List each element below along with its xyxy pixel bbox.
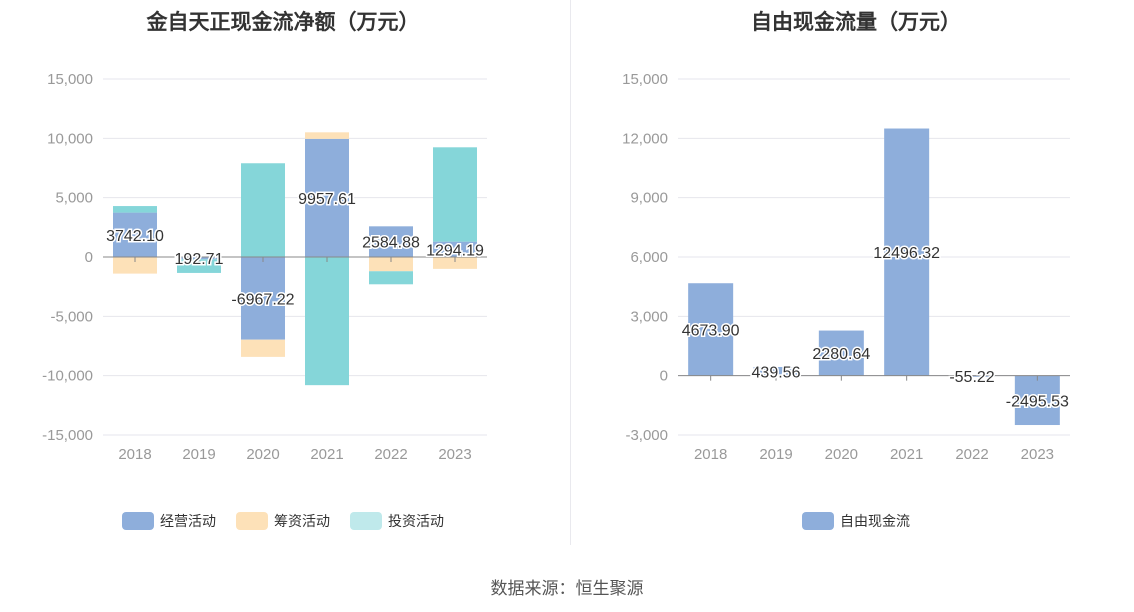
bar-自由现金流-2020 [818, 330, 864, 376]
legend-item-free-cash-flow[interactable]: 自由现金流 [802, 511, 910, 531]
data-label: -6967.22 [231, 291, 294, 308]
x-tick-label: 2023 [438, 446, 471, 463]
bar-经营活动-2020 [241, 257, 285, 340]
free-cash-flow-plot: 15,000 12,000 9,000 6,000 3,000 0 -3,000 2018 20… [622, 71, 1070, 463]
legend-swatch-financing [236, 512, 268, 530]
legend-label-financing: 筹资活动 [274, 514, 330, 530]
y-tick-label: -10,000 [42, 368, 93, 385]
x-tick-label: 2018 [118, 446, 151, 463]
x-tick-label: 2022 [955, 446, 988, 463]
y-tick-label: 3,000 [630, 308, 668, 325]
data-label: 9957.61 [298, 191, 356, 208]
x-tick-label: 2019 [182, 446, 215, 463]
data-source-note: 数据来源：恒生聚源 [490, 579, 644, 599]
legend-left: 经营活动 筹资活动 投资活动 [0, 511, 566, 531]
bar-投资活动-2020 [241, 163, 285, 257]
bar-经营活动-2021 [305, 138, 349, 257]
legend-swatch-investing [350, 512, 382, 530]
y-tick-label: -15,000 [42, 427, 93, 444]
bar-筹资活动-2021 [305, 132, 349, 139]
free-cash-flow-chart: 自由现金流量（万元） 15,000 12,000 9,000 6,000 3,000 0 -… [578, 0, 1134, 560]
bar-自由现金流-2018 [688, 283, 734, 376]
panel-divider [570, 0, 571, 545]
legend-item-financing[interactable]: 筹资活动 [236, 511, 330, 531]
data-label: 2280.64 [812, 346, 870, 363]
data-label: 3742.10 [106, 228, 164, 245]
bar-投资活动-2018 [113, 206, 157, 213]
cash-flow-net-plot: 15,000 10,000 5,000 0 -5,000 -10,000 -15,000 20… [42, 71, 487, 463]
bar-经营活动-2023 [433, 241, 477, 257]
data-label: 439.56 [752, 364, 801, 381]
x-tick-label: 2021 [890, 446, 923, 463]
x-tick-label: 2020 [246, 446, 279, 463]
bar-自由现金流-2019 [753, 366, 799, 376]
legend-label-operating: 经营活动 [160, 514, 216, 530]
bar-投资活动-2019 [177, 259, 221, 273]
data-label: 4673.90 [682, 322, 740, 339]
y-tick-label: 10,000 [47, 130, 93, 147]
y-tick-label: 9,000 [630, 190, 668, 207]
y-tick-label: 5,000 [55, 190, 93, 207]
bar-投资活动-2023 [433, 147, 477, 242]
bar-筹资活动-2023 [433, 257, 477, 269]
x-tick-label: 2022 [374, 446, 407, 463]
y-tick-label: -5,000 [50, 308, 93, 325]
data-label: -55.22 [949, 369, 994, 386]
data-label: 12496.32 [873, 245, 940, 262]
y-tick-label: 0 [85, 249, 93, 266]
x-tick-label: 2021 [310, 446, 343, 463]
x-tick-label: 2019 [759, 446, 792, 463]
data-label: 2584.88 [362, 235, 420, 252]
bar-自由现金流-2023 [1014, 375, 1060, 426]
bar-筹资活动-2018 [113, 257, 157, 274]
chart-title-right: 自由现金流量（万元） [751, 10, 961, 34]
bar-经营活动-2022 [369, 226, 413, 257]
bar-投资活动-2021 [305, 257, 349, 386]
legend-item-investing[interactable]: 投资活动 [350, 511, 444, 531]
x-tick-label: 2018 [694, 446, 727, 463]
y-tick-label: 15,000 [47, 71, 93, 88]
bar-筹资活动-2020 [241, 339, 285, 357]
y-tick-label: 12,000 [622, 130, 668, 147]
legend-label-free-cash-flow: 自由现金流 [840, 514, 910, 530]
chart-title-left: 金自天正现金流净额（万元） [146, 10, 420, 34]
legend-label-investing: 投资活动 [388, 514, 444, 530]
data-label: -2495.53 [1006, 393, 1069, 410]
data-label: 1294.19 [426, 242, 484, 259]
legend-right: 自由现金流 [578, 511, 1134, 531]
x-tick-label: 2023 [1021, 446, 1054, 463]
legend-item-operating[interactable]: 经营活动 [122, 511, 216, 531]
bar-投资活动-2022 [369, 271, 413, 285]
y-tick-label: 15,000 [622, 71, 668, 88]
x-tick-label: 2020 [825, 446, 858, 463]
y-tick-label: 6,000 [630, 249, 668, 266]
legend-swatch-free-cash-flow [802, 512, 834, 530]
y-tick-label: -3,000 [625, 427, 668, 444]
legend-swatch-operating [122, 512, 154, 530]
data-label: 192.71 [175, 251, 224, 268]
bar-自由现金流-2021 [884, 128, 930, 376]
bar-经营活动-2018 [113, 212, 157, 257]
bar-筹资活动-2022 [369, 257, 413, 272]
y-tick-label: 0 [660, 368, 668, 385]
cash-flow-net-chart: 金自天正现金流净额（万元） 15,000 10,000 5,000 0 -5,000 -1… [0, 0, 566, 560]
